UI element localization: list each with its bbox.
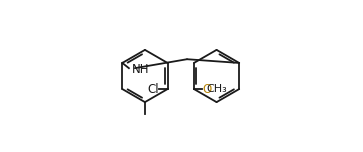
Text: Cl: Cl: [147, 83, 159, 96]
Text: CH₃: CH₃: [207, 84, 228, 94]
Text: O: O: [203, 83, 212, 96]
Text: NH: NH: [131, 63, 149, 76]
